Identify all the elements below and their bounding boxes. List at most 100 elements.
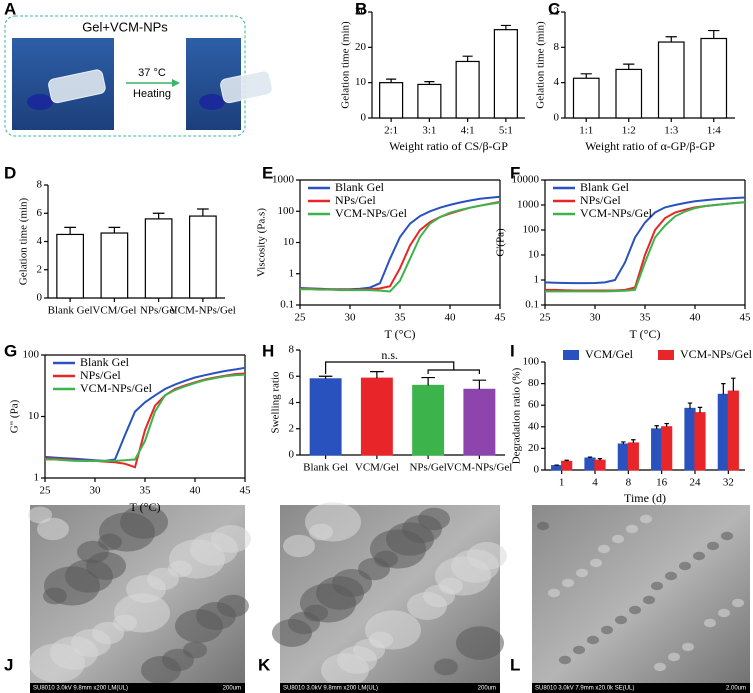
error-bar <box>554 464 559 466</box>
legend-label: VCM-NPs/Gel <box>580 206 653 220</box>
x-tick-label: 1:1 <box>579 125 593 137</box>
bar <box>561 460 573 471</box>
y-tick-label: 10 <box>528 249 540 261</box>
x-tick-label: 30 <box>90 485 102 497</box>
bar <box>412 384 445 456</box>
y-axis-label: Gelation time (min) <box>535 21 547 109</box>
y-tick-label: 4 <box>37 235 43 247</box>
sem-texture <box>537 521 549 531</box>
y-tick-label: 2 <box>37 263 43 275</box>
panel-letter: I <box>510 341 515 360</box>
x-tick-label: 25 <box>540 312 552 324</box>
y-tick-label: 12 <box>548 6 559 18</box>
x-tick-label: 5:1 <box>499 125 513 137</box>
error-bar <box>721 383 726 395</box>
y-tick-label: 2 <box>289 422 295 434</box>
error-bar <box>472 379 487 390</box>
sem-texture <box>682 642 694 652</box>
y-axis-label: Swelling ratio <box>270 371 282 434</box>
legend-label: NPs/Gel <box>80 368 121 382</box>
bar <box>144 218 173 299</box>
sem-texture <box>467 542 507 570</box>
sem-texture <box>37 517 69 541</box>
sem-image <box>532 505 750 693</box>
x-axis-label: T (°C) <box>630 327 661 341</box>
legend-label: VCM-NPs/Gel <box>680 347 753 361</box>
bar <box>379 82 404 119</box>
sem-texture <box>707 541 719 551</box>
x-tick-label: Blank Gel <box>303 462 348 474</box>
legend-label: NPs/Gel <box>580 193 621 207</box>
y-tick-label: 20 <box>355 41 367 53</box>
error-bar <box>731 377 736 392</box>
sem-texture <box>629 605 641 615</box>
sem-texture <box>615 615 627 625</box>
y-tick-label: 8 <box>289 344 295 356</box>
x-tick-label: 1 <box>559 477 565 489</box>
sem-caption: SU8010 3.0kV 9.8mm x200 LM(UL) <box>283 686 378 692</box>
y-axis-label: Degradation ratio (%) <box>511 367 523 464</box>
sem-caption-bar <box>532 683 750 693</box>
y-axis-label: Gelation time (min) <box>340 21 352 109</box>
error-bar <box>687 402 693 409</box>
x-axis-label: Time (d) <box>624 491 666 505</box>
bar <box>584 457 596 471</box>
x-tick-label: 40 <box>190 485 202 497</box>
sem-texture <box>601 625 613 635</box>
x-tick-label: 30 <box>590 312 602 324</box>
sem-texture <box>651 581 663 591</box>
error-bar <box>370 371 384 379</box>
sem-texture <box>305 502 361 542</box>
y-tick-label: 10 <box>28 410 40 422</box>
sem-texture <box>679 561 691 571</box>
panel-letter: E <box>262 163 273 182</box>
sem-texture <box>721 531 733 541</box>
arrow-bottom-label: Heating <box>133 88 171 100</box>
sem-texture <box>211 525 251 553</box>
x-tick-label: 3:1 <box>422 125 436 137</box>
y-tick-label: 10 <box>283 236 295 248</box>
legend-label: Blank Gel <box>80 355 130 369</box>
x-tick-label: 24 <box>690 477 702 489</box>
bar <box>727 390 739 471</box>
sem-texture <box>86 552 126 580</box>
sem-caption: SU8010 3.0kV 9.8mm x200 LM(UL) <box>33 686 128 692</box>
x-tick-label: 35 <box>395 312 407 324</box>
sem-texture <box>598 544 610 554</box>
y-tick-label: 0.1 <box>280 299 294 311</box>
error-bar <box>386 78 397 83</box>
y-tick-label: 4 <box>554 76 560 88</box>
bar <box>694 412 706 471</box>
sem-texture <box>283 534 315 558</box>
error-bar <box>631 439 636 443</box>
error-bar <box>462 55 473 62</box>
photo-title: Gel+VCM-NPs <box>82 19 168 34</box>
y-tick-label: 8 <box>37 179 43 191</box>
sem-texture <box>120 505 168 539</box>
x-tick-label: 2:1 <box>384 125 398 137</box>
x-tick-label: 45 <box>740 312 752 324</box>
y-tick-label: 40 <box>528 420 540 432</box>
bar <box>684 407 696 471</box>
x-tick-label: 1:3 <box>664 125 679 137</box>
error-bar <box>665 36 677 43</box>
error-bar <box>318 375 333 379</box>
arrow-top-label: 37 °C <box>138 67 166 79</box>
x-tick-label: VCM-NPs/Gel <box>170 305 236 317</box>
legend-label: Blank Gel <box>580 180 630 194</box>
sem-caption-bar <box>30 683 245 693</box>
bar <box>100 232 129 299</box>
y-tick-label: 60 <box>528 399 540 411</box>
x-axis-label: Weight ratio of CS/β-GP <box>389 139 508 153</box>
x-tick-label: 4:1 <box>461 125 475 137</box>
bar <box>651 428 663 471</box>
x-tick-label: 30 <box>345 312 357 324</box>
sem-texture <box>643 595 655 605</box>
bar <box>551 465 563 471</box>
legend-label: Blank Gel <box>335 180 385 194</box>
error-bar <box>587 456 593 459</box>
x-axis-label: T (°C) <box>130 500 161 514</box>
sem-texture <box>332 569 372 597</box>
panel-letter: G <box>4 341 17 360</box>
